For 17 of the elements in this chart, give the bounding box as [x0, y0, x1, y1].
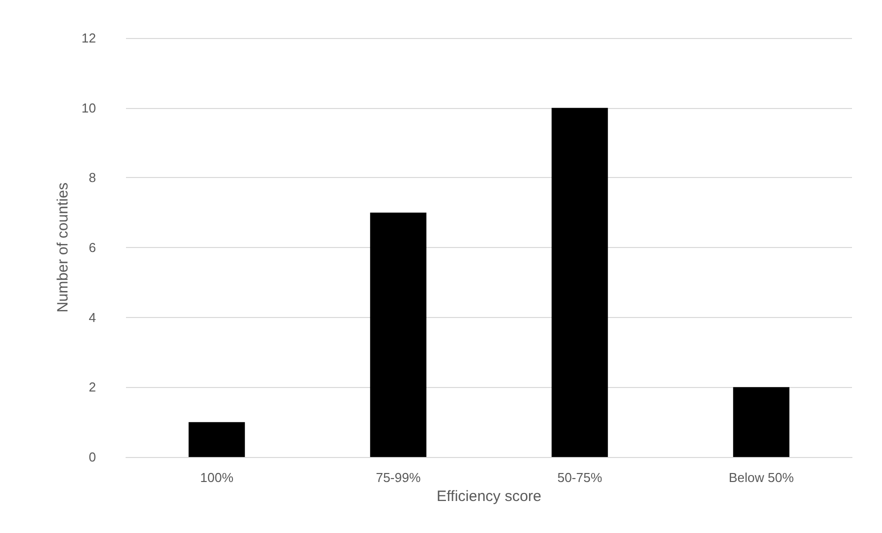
y-axis-title: Number of counties — [54, 182, 72, 313]
y-tick-label: 2 — [88, 380, 96, 395]
bar — [733, 387, 790, 457]
x-axis-title: Efficiency score — [436, 488, 542, 505]
bar — [188, 422, 245, 457]
y-tick-label: 6 — [88, 240, 96, 255]
x-tick-label: Below 50% — [728, 470, 794, 485]
y-tick-label: 8 — [88, 170, 96, 186]
x-tick-label: 100% — [200, 470, 234, 485]
y-tick-label: 12 — [82, 30, 96, 46]
x-tick-label: 75-99% — [376, 470, 422, 485]
y-tick-label: 0 — [88, 450, 96, 464]
x-tick-label: 50-75% — [557, 470, 603, 485]
y-tick-label: 4 — [88, 310, 96, 325]
bar — [370, 212, 426, 457]
bar — [552, 108, 608, 457]
y-tick-label: 10 — [82, 100, 96, 116]
